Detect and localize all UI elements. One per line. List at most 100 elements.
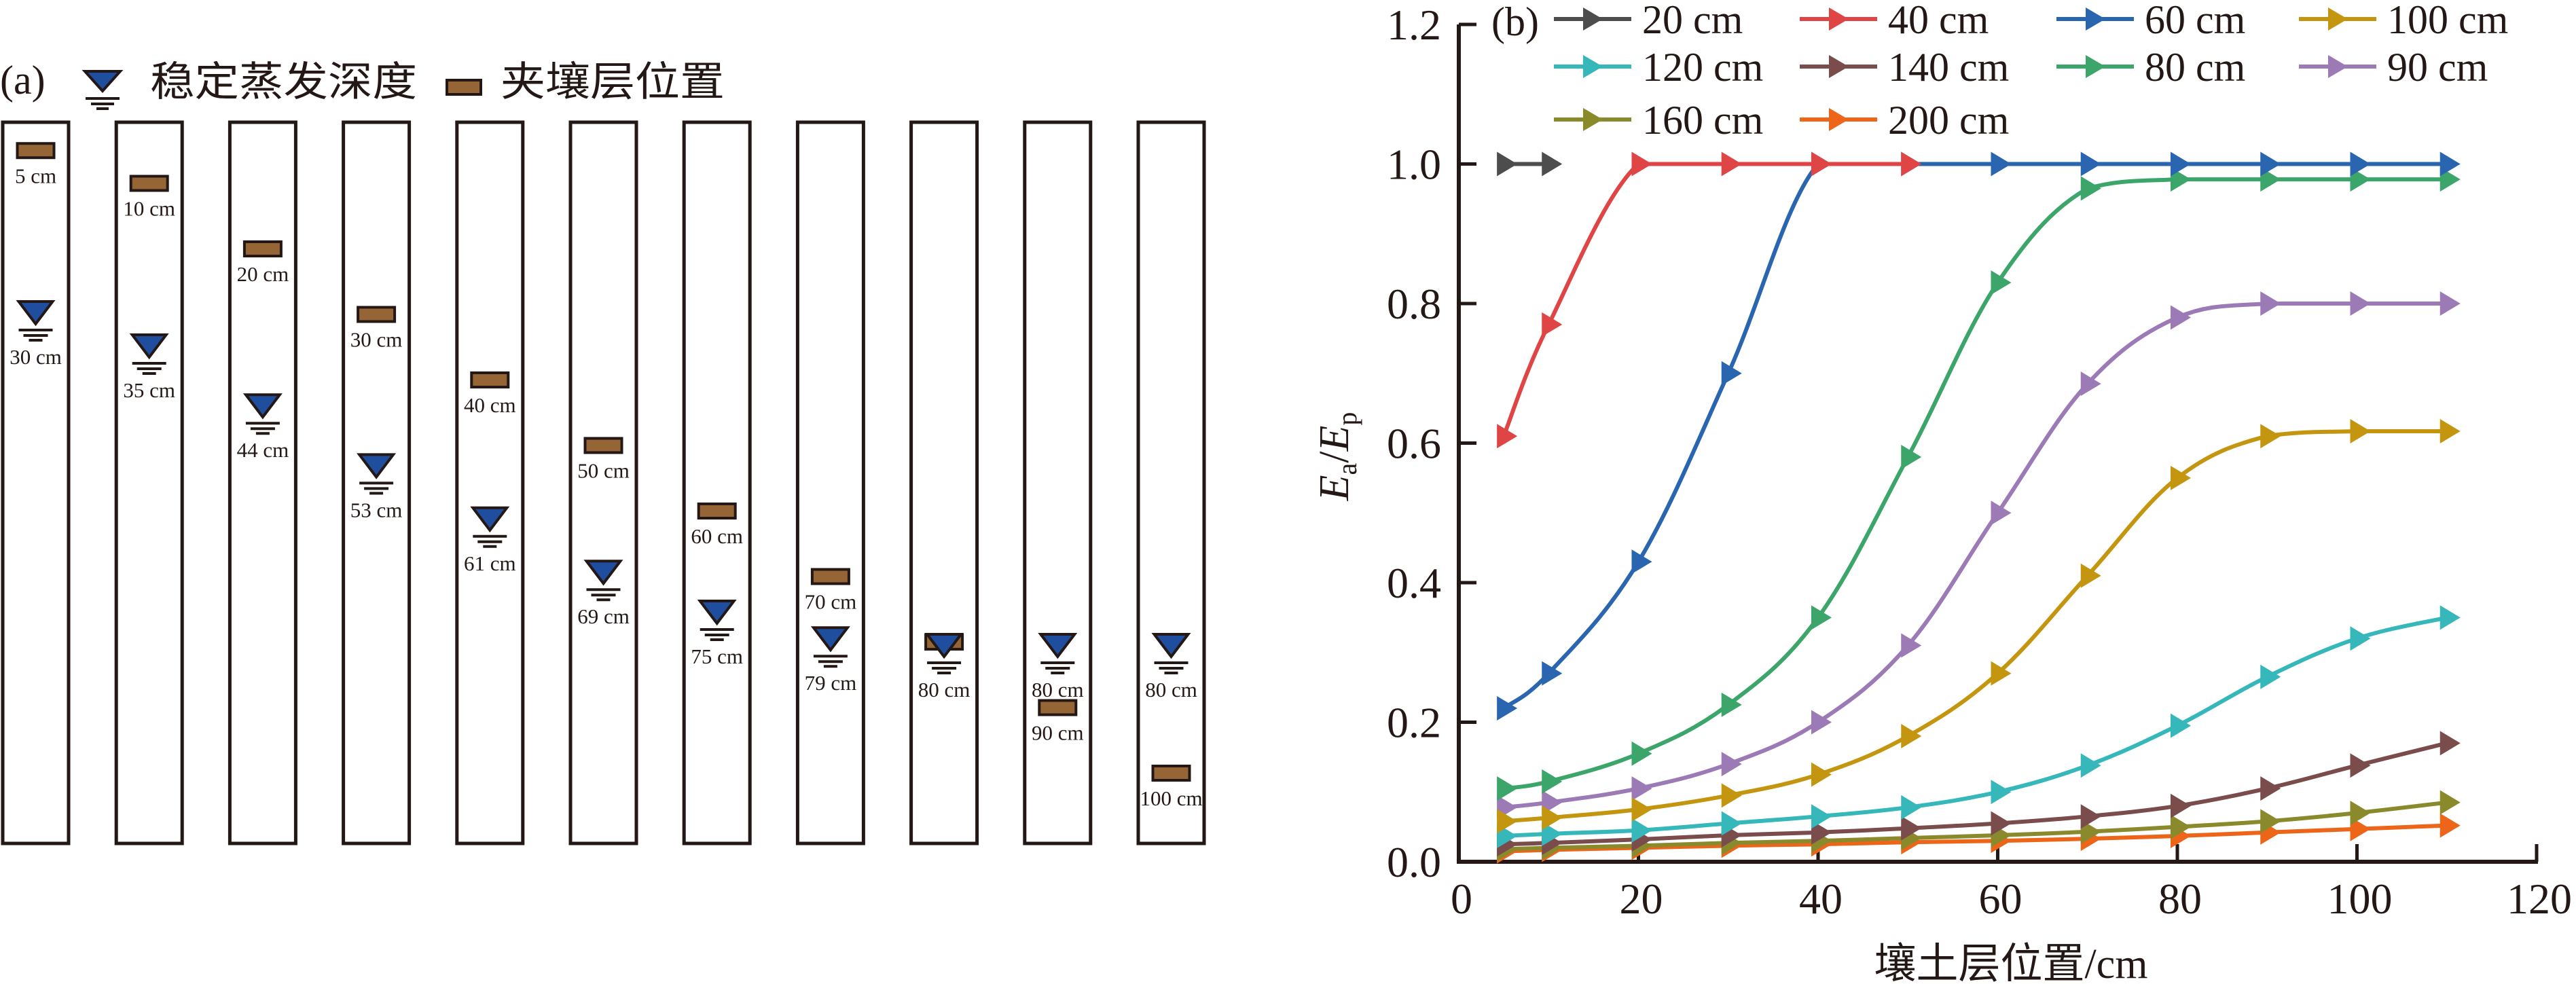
legend-label: 20 cm [1642, 0, 1743, 42]
column-outline [1, 120, 71, 845]
layer-depth-label: 20 cm [237, 262, 289, 286]
legend-label: 40 cm [1888, 0, 1989, 42]
layer-depth-label: 50 cm [577, 459, 630, 483]
data-point-marker [2439, 167, 2461, 192]
layer-depth-label: 10 cm [123, 197, 175, 221]
soil-column: 100 cm 80 cm [1136, 120, 1206, 845]
data-point-marker [1991, 151, 2012, 177]
data-point-marker [2350, 816, 2371, 841]
water-table-icon [810, 626, 850, 653]
legend-label: 200 cm [1888, 98, 2009, 143]
layer-depth-label: 90 cm [1032, 721, 1084, 745]
y-tick-label: 1.0 [1387, 141, 1441, 189]
panel-a-soil-columns: (a) 稳定蒸发深度 夹壤层位置 5 cm 30 cm 10 cm 35 cm 20 c… [0, 58, 1206, 845]
data-point-marker [1497, 424, 1518, 449]
clay-layer-marker [697, 503, 737, 520]
data-point-marker [2439, 813, 2461, 838]
y-tick-label: 0.2 [1387, 699, 1441, 747]
panel-a-label: (a) [0, 58, 46, 103]
legend-marker-icon [1829, 108, 1849, 131]
data-point-marker [1991, 780, 2012, 805]
data-point-marker [2439, 419, 2461, 444]
legend-item: 200 cm [1800, 98, 2009, 143]
data-point-marker [1542, 805, 1563, 831]
legend-label: 60 cm [2145, 0, 2245, 42]
soil-columns: 5 cm 30 cm 10 cm 35 cm 20 cm 44 cm 30 cm 53 cm 4… [1, 120, 1206, 845]
data-point-marker [1721, 151, 1742, 177]
column-outline [909, 120, 979, 845]
water-table-icon [470, 506, 510, 533]
data-point-marker [2080, 753, 2101, 778]
data-point-marker [1901, 633, 1922, 658]
water-depth-label: 44 cm [237, 438, 289, 462]
data-point-marker [1901, 795, 1922, 820]
axes: 0.0 0.2 0.4 0.6 0.8 1.0 1.2 0 20 40 60 80 100 120 壤土… [1311, 1, 2572, 984]
clay-layer-marker [810, 568, 850, 585]
data-point-marker [1542, 151, 1563, 177]
data-point-marker [2171, 793, 2191, 818]
soil-column: 30 cm 53 cm [342, 120, 412, 845]
data-point-marker [1901, 816, 1922, 841]
water-table-icon [81, 70, 124, 93]
water-table-icon [16, 300, 56, 327]
data-point-marker [2260, 291, 2281, 316]
column-outline [1136, 120, 1206, 845]
data-point-marker [2439, 605, 2461, 630]
x-tick-label: 120 [2507, 875, 2572, 923]
data-point-marker [1631, 797, 1652, 822]
series-line [1503, 615, 2448, 838]
data-point-marker [2171, 713, 2191, 738]
data-point-marker [2439, 731, 2461, 756]
data-point-marker [2350, 626, 2371, 651]
data-point-marker [1631, 818, 1652, 843]
y-label-e2: E [1311, 426, 1358, 452]
series-20-cm [1497, 151, 1563, 177]
legend-marker-icon [1829, 7, 1849, 31]
y-tick-label: 0.8 [1387, 280, 1441, 328]
data-point-marker [2350, 801, 2371, 826]
legend-label: 80 cm [2145, 45, 2245, 90]
data-point-marker [1631, 776, 1652, 801]
data-point-marker [1811, 820, 1832, 845]
water-depth-label: 80 cm [918, 678, 970, 701]
y-tick-label: 0.0 [1387, 838, 1441, 886]
legend-label: 100 cm [2387, 0, 2508, 42]
clay-layer-marker [242, 240, 283, 257]
series-line [1502, 162, 2447, 710]
data-point-marker [2171, 305, 2191, 330]
data-point-marker [1631, 549, 1652, 575]
legend-label: 120 cm [1642, 45, 1763, 90]
water-depth-label: 80 cm [1145, 678, 1197, 701]
y-label-sub-a: a [1332, 463, 1362, 475]
data-point-marker [1991, 270, 2012, 295]
data-point-marker [2171, 167, 2191, 192]
column-outline [455, 120, 525, 845]
water-depth-label: 80 cm [1032, 678, 1084, 701]
x-tick-label: 100 [2327, 875, 2393, 923]
data-point-marker [2260, 151, 2281, 177]
series-line [1502, 162, 1908, 437]
soil-column: 5 cm 30 cm [1, 120, 71, 845]
legend-marker-icon [2328, 55, 2348, 78]
data-point-marker [2439, 291, 2461, 316]
data-point-marker [1542, 661, 1563, 686]
data-point-marker [1811, 710, 1832, 735]
water-table-icon [1151, 633, 1191, 659]
clay-layer-marker [470, 371, 510, 388]
data-point-marker [1542, 312, 1563, 337]
series-line [1503, 177, 2447, 791]
water-depth-label: 30 cm [10, 345, 62, 369]
data-point-marker [2080, 804, 2101, 829]
water-table-icon [242, 393, 283, 420]
data-point-marker [1721, 692, 1742, 717]
water-table-icon [1038, 633, 1078, 659]
column-outline [795, 120, 865, 845]
data-point-marker [1811, 605, 1832, 630]
x-tick-label: 80 [2158, 875, 2202, 923]
layer-depth-label: 40 cm [464, 393, 516, 417]
layer-depth-label: 60 cm [691, 524, 743, 548]
legend-marker-icon [2086, 55, 2105, 78]
data-point-marker [2260, 167, 2281, 192]
data-point-marker [1631, 151, 1652, 177]
